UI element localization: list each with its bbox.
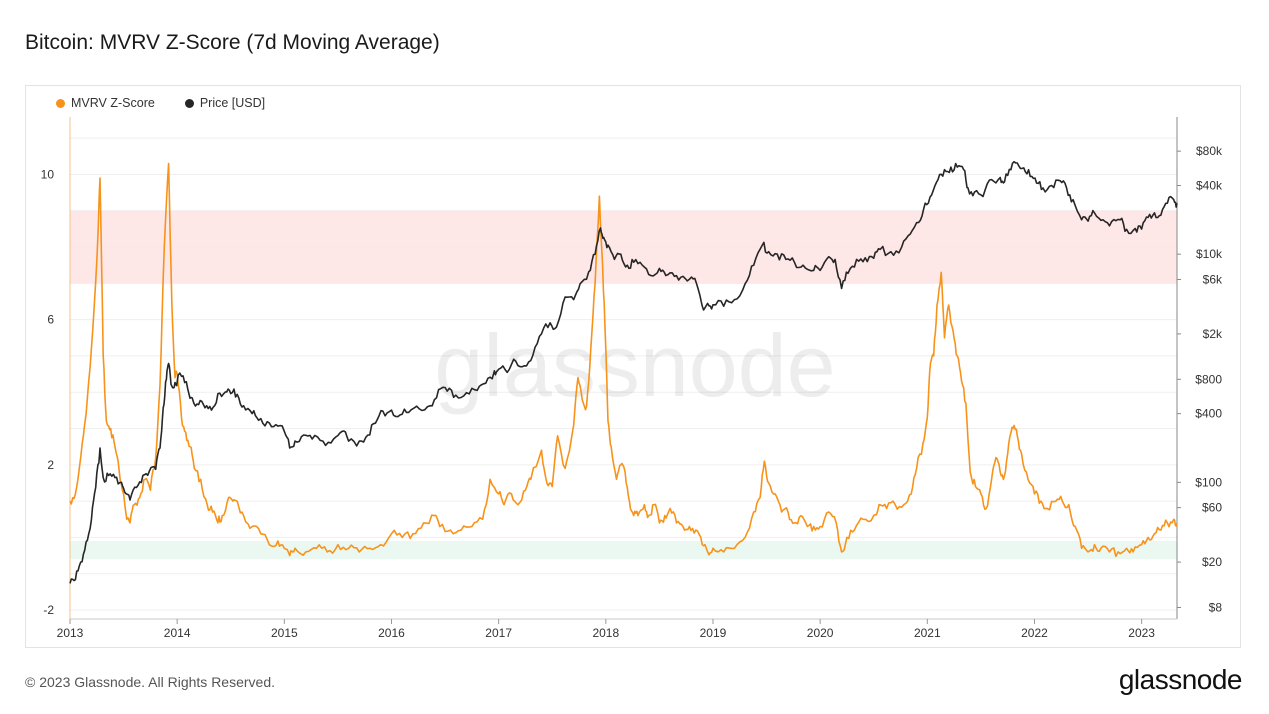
right-tick-label: $800	[1195, 372, 1222, 386]
x-tick-label: 2014	[164, 626, 191, 640]
right-tick-label: $60	[1202, 501, 1222, 515]
legend-item-price[interactable]: Price [USD]	[184, 96, 266, 110]
right-tick-label: $100	[1195, 475, 1222, 489]
left-tick-label: -2	[43, 603, 54, 617]
chart-panel	[25, 85, 1241, 648]
zone-bands	[70, 210, 1177, 560]
chart-legend: MVRV Z-Score Price [USD]	[56, 96, 265, 110]
left-tick-label: 10	[41, 167, 55, 181]
x-tick-label: 2021	[914, 626, 941, 640]
legend-zscore-dot-icon	[56, 98, 65, 108]
legend-item-zscore[interactable]: MVRV Z-Score	[56, 96, 155, 110]
tick-labels: 2013 2014 2015 2016 2017 2018 2019 2020 2021 2022…	[41, 144, 1223, 640]
undervalued-zone	[70, 541, 1177, 560]
x-tick-label: 2013	[57, 626, 84, 640]
x-tick-label: 2023	[1128, 626, 1155, 640]
right-tick-label: $10k	[1196, 247, 1223, 261]
overvalued-zone	[70, 210, 1177, 284]
page-title: Bitcoin: MVRV Z-Score (7d Moving Average…	[25, 31, 440, 54]
chart-axes	[69, 117, 1181, 624]
price-series-line	[69, 160, 1178, 584]
x-tick-label: 2022	[1021, 626, 1048, 640]
left-tick-label: 2	[47, 458, 54, 472]
right-tick-label: $20	[1202, 555, 1222, 569]
right-tick-label: $2k	[1203, 327, 1223, 341]
x-tick-label: 2017	[485, 626, 512, 640]
x-tick-label: 2018	[592, 626, 619, 640]
legend-price-dot-icon	[184, 98, 194, 108]
watermark-text: glassnode	[434, 316, 835, 415]
glassnode-logo[interactable]: glassnode	[1118, 664, 1243, 695]
legend-price-label: Price [USD]	[199, 96, 266, 110]
chart-series	[69, 160, 1178, 584]
zscore-series-line	[69, 162, 1178, 558]
right-tick-label: $8	[1209, 600, 1223, 614]
right-tick-label: $6k	[1203, 272, 1223, 286]
x-tick-label: 2015	[271, 626, 298, 640]
right-tick-label: $40k	[1196, 178, 1223, 192]
right-tick-label: $80k	[1196, 144, 1223, 158]
right-tick-label: $400	[1195, 407, 1222, 421]
x-tick-label: 2020	[807, 626, 834, 640]
legend-zscore-label: MVRV Z-Score	[71, 96, 155, 110]
copyright-text: © 2023 Glassnode. All Rights Reserved.	[25, 674, 276, 690]
x-tick-label: 2016	[378, 626, 405, 640]
x-tick-label: 2019	[700, 626, 727, 640]
left-tick-label: 6	[47, 313, 54, 327]
